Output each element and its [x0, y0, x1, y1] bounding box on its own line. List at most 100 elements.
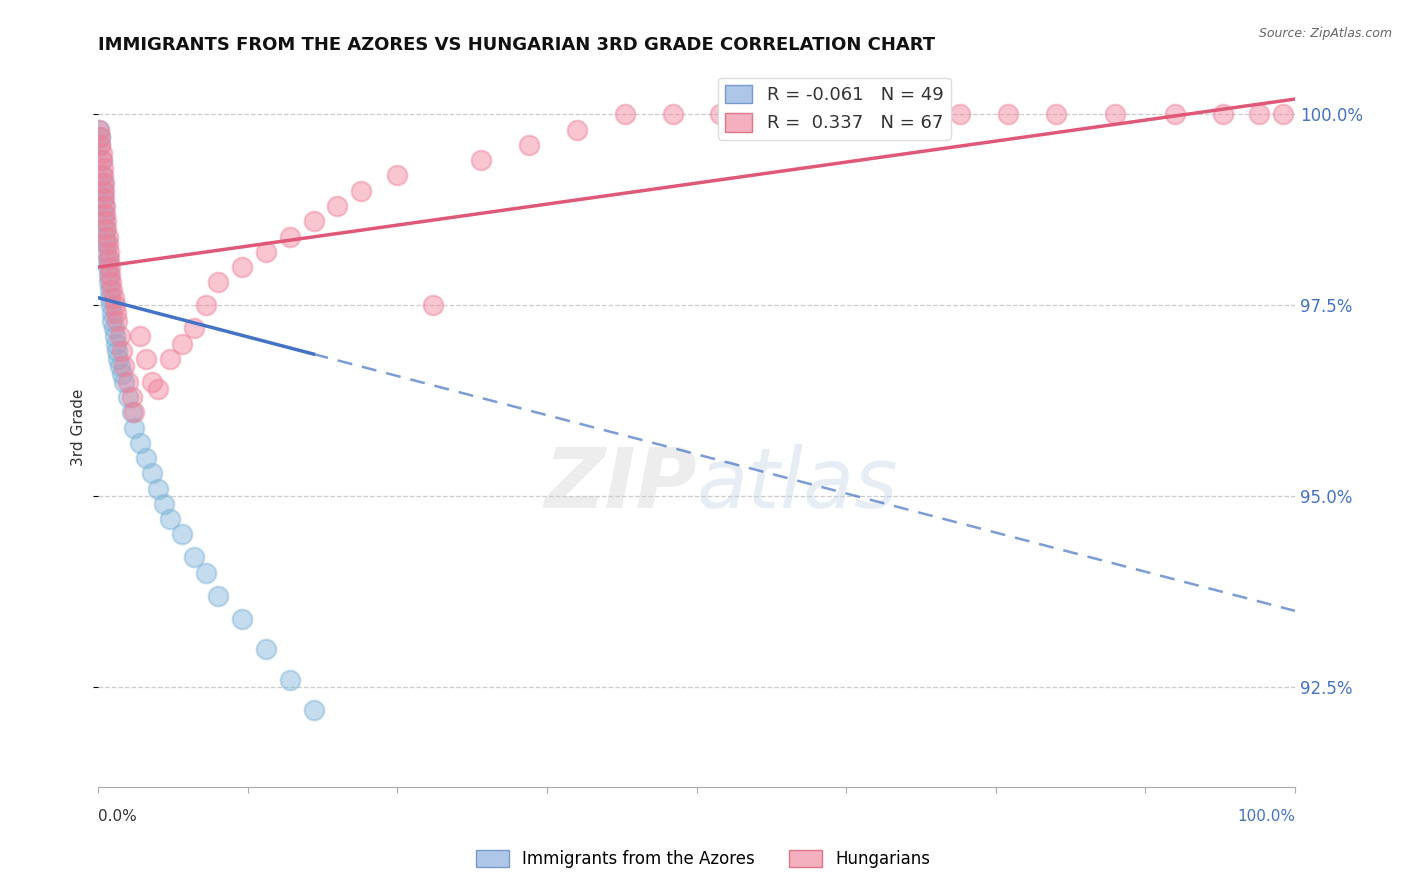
Point	[159, 351, 181, 366]
Point	[93, 184, 115, 198]
Point	[100, 298, 122, 312]
Legend: R = -0.061   N = 49, R =  0.337   N = 67: R = -0.061 N = 49, R = 0.337 N = 67	[718, 78, 950, 140]
Point	[89, 137, 111, 152]
Point	[91, 161, 114, 175]
Point	[89, 130, 111, 145]
Point	[183, 321, 205, 335]
Point	[122, 420, 145, 434]
Point	[1045, 107, 1067, 121]
Point	[98, 268, 121, 282]
Point	[117, 375, 139, 389]
Point	[146, 382, 169, 396]
Point	[153, 497, 176, 511]
Point	[565, 122, 588, 136]
Point	[170, 527, 193, 541]
Text: ZIP: ZIP	[544, 444, 696, 525]
Point	[91, 169, 114, 183]
Point	[96, 237, 118, 252]
Point	[1272, 107, 1295, 121]
Y-axis label: 3rd Grade: 3rd Grade	[72, 389, 86, 467]
Point	[1104, 107, 1126, 121]
Point	[96, 222, 118, 236]
Point	[278, 673, 301, 687]
Point	[101, 306, 124, 320]
Point	[194, 298, 217, 312]
Point	[170, 336, 193, 351]
Point	[97, 237, 120, 252]
Point	[254, 244, 277, 259]
Point	[302, 214, 325, 228]
Point	[91, 176, 114, 190]
Point	[98, 260, 121, 274]
Point	[254, 642, 277, 657]
Point	[105, 336, 128, 351]
Point	[89, 130, 111, 145]
Point	[96, 214, 118, 228]
Point	[97, 268, 120, 282]
Point	[93, 207, 115, 221]
Point	[91, 191, 114, 205]
Point	[103, 291, 125, 305]
Point	[105, 313, 128, 327]
Point	[98, 291, 121, 305]
Point	[387, 169, 409, 183]
Point	[91, 184, 114, 198]
Legend: Immigrants from the Azores, Hungarians: Immigrants from the Azores, Hungarians	[470, 843, 936, 875]
Point	[97, 260, 120, 274]
Text: 0.0%: 0.0%	[98, 809, 136, 824]
Point	[93, 199, 115, 213]
Point	[517, 137, 540, 152]
Point	[112, 375, 135, 389]
Text: 100.0%: 100.0%	[1237, 809, 1295, 824]
Point	[470, 153, 492, 168]
Point	[141, 375, 163, 389]
Point	[94, 199, 117, 213]
Point	[183, 550, 205, 565]
Point	[101, 283, 124, 297]
Point	[93, 176, 115, 190]
Point	[207, 276, 229, 290]
Point	[97, 276, 120, 290]
Point	[350, 184, 373, 198]
Point	[135, 451, 157, 466]
Point	[97, 252, 120, 267]
Point	[302, 703, 325, 717]
Point	[112, 359, 135, 374]
Point	[121, 390, 143, 404]
Point	[111, 367, 134, 381]
Point	[94, 229, 117, 244]
Point	[997, 107, 1019, 121]
Point	[94, 222, 117, 236]
Point	[901, 107, 924, 121]
Text: atlas: atlas	[696, 444, 898, 525]
Point	[90, 145, 112, 160]
Point	[107, 351, 129, 366]
Point	[278, 229, 301, 244]
Point	[949, 107, 972, 121]
Point	[1212, 107, 1234, 121]
Point	[129, 329, 152, 343]
Point	[93, 191, 115, 205]
Point	[117, 390, 139, 404]
Point	[89, 122, 111, 136]
Point	[89, 137, 111, 152]
Point	[709, 107, 731, 121]
Point	[194, 566, 217, 580]
Point	[96, 244, 118, 259]
Point	[98, 283, 121, 297]
Point	[146, 482, 169, 496]
Point	[105, 306, 128, 320]
Point	[111, 344, 134, 359]
Point	[853, 107, 876, 121]
Point	[108, 359, 131, 374]
Point	[159, 512, 181, 526]
Point	[141, 467, 163, 481]
Point	[661, 107, 683, 121]
Point	[100, 276, 122, 290]
Text: IMMIGRANTS FROM THE AZORES VS HUNGARIAN 3RD GRADE CORRELATION CHART: IMMIGRANTS FROM THE AZORES VS HUNGARIAN …	[98, 36, 935, 54]
Point	[613, 107, 636, 121]
Point	[94, 207, 117, 221]
Point	[105, 344, 128, 359]
Point	[231, 260, 253, 274]
Point	[90, 153, 112, 168]
